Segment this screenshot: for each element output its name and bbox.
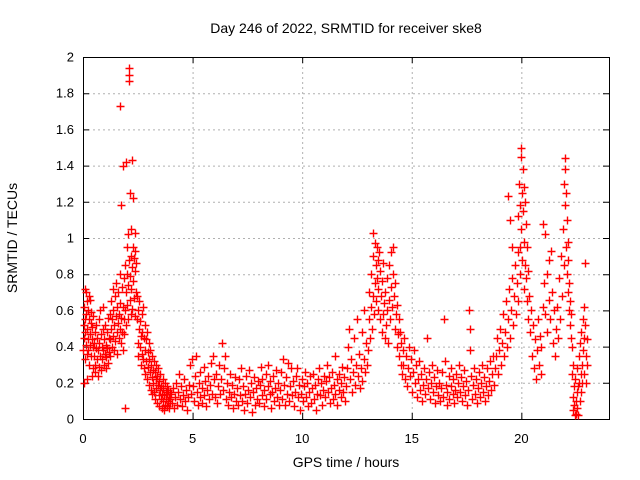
- scatter-points: [79, 64, 592, 420]
- x-axis-label: GPS time / hours: [293, 454, 400, 470]
- y-tick-label: 0.8: [56, 267, 74, 282]
- scatter-series: [79, 64, 592, 420]
- y-axis-label: SRMTID / TECUs: [4, 183, 20, 293]
- y-tick-label: 1.4: [56, 158, 74, 173]
- y-tick-label: 1.6: [56, 122, 74, 137]
- plot-border: [83, 57, 610, 420]
- y-tick-label: 0.6: [56, 303, 74, 318]
- y-tick-label: 1.2: [56, 194, 74, 209]
- x-tick-label: 10: [295, 431, 309, 446]
- x-tick-label: 20: [514, 431, 528, 446]
- x-tick-label: 15: [405, 431, 419, 446]
- x-tick-label: 0: [79, 431, 86, 446]
- y-tick-label: 1: [67, 231, 74, 246]
- y-tick-label: 0.2: [56, 375, 74, 390]
- tick-marks: [83, 57, 609, 420]
- y-tick-label: 0.4: [56, 339, 74, 354]
- y-tick-label: 0: [67, 412, 74, 427]
- tick-labels: 0 5 10 15 20 0 0.2 0.4 0.6 0.8 1 1.2 1.4 1.6 1.8 2: [56, 50, 529, 447]
- y-tick-label: 2: [67, 50, 74, 65]
- grid-lines: [83, 57, 609, 419]
- x-tick-label: 5: [189, 431, 196, 446]
- chart-title: Day 246 of 2022, SRMTID for receiver ske…: [210, 20, 482, 36]
- axes-border: [83, 57, 610, 420]
- y-tick-label: 1.8: [56, 86, 74, 101]
